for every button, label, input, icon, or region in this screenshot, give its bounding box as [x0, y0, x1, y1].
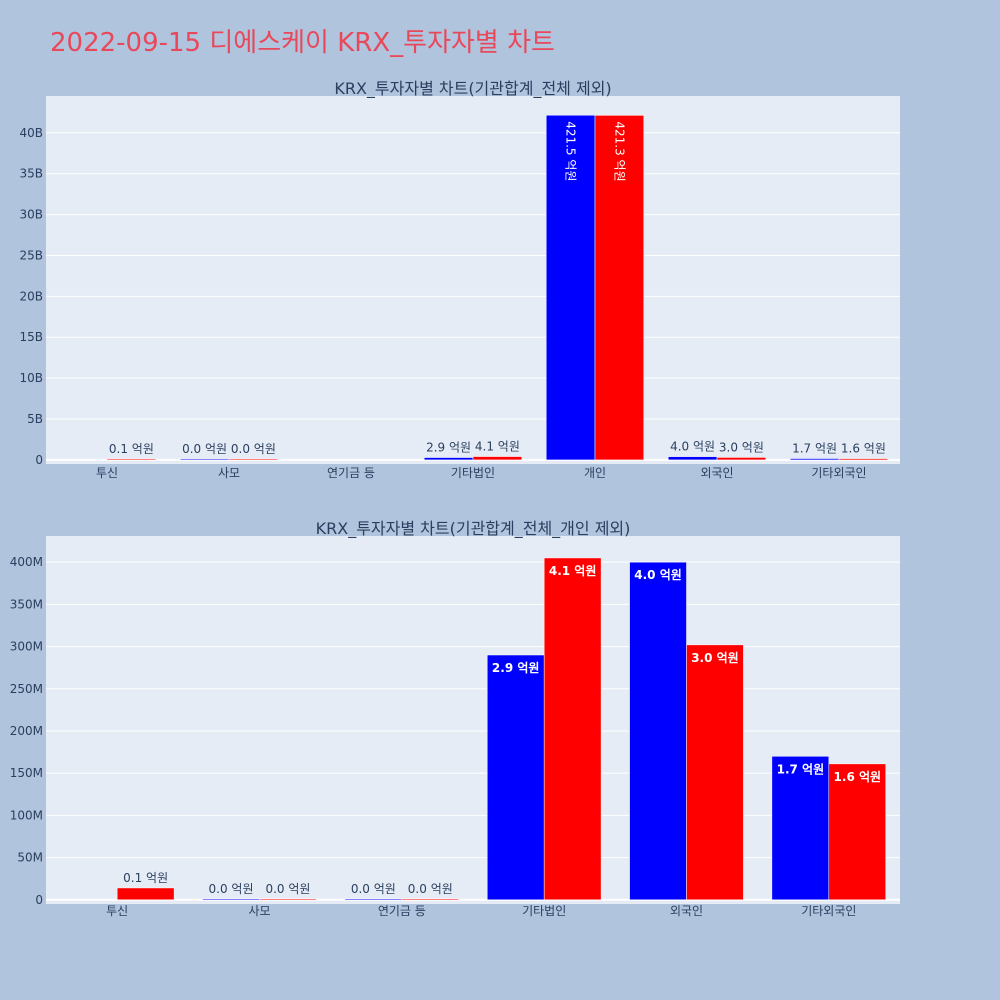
y-tick-label: 200M	[10, 724, 43, 738]
y-tick-label: 0	[35, 893, 43, 907]
y-tick-label: 30B	[19, 208, 43, 222]
data-label: 2.9 억원	[492, 661, 540, 675]
y-tick-label: 350M	[10, 597, 43, 611]
chart-title-2: KRX_투자자별 차트(기관합계_전체_개인 제외)	[316, 519, 631, 539]
chart-title-1: KRX_투자자별 차트(기관합계_전체 제외)	[334, 79, 611, 99]
y-tick-label: 300M	[10, 640, 43, 654]
data-label: 0.1 억원	[109, 442, 154, 456]
bar-series-b	[594, 115, 645, 461]
bar-series-b	[116, 887, 175, 901]
data-label: 4.1 억원	[549, 564, 597, 578]
bar-series-a	[629, 561, 687, 901]
y-tick-label: 50M	[17, 851, 43, 865]
bar-series-b	[228, 458, 279, 461]
bar-series-b	[472, 456, 523, 461]
y-tick-label: 400M	[10, 555, 43, 569]
x-tick-label: 사모	[248, 904, 270, 918]
data-label: 421.5 억원	[564, 121, 578, 181]
bar-series-b	[838, 458, 889, 461]
data-label: 0.0 억원	[351, 882, 396, 896]
data-label: 1.7 억원	[792, 442, 837, 456]
bar-series-a	[667, 456, 718, 461]
x-tick-label: 기타법인	[451, 466, 495, 480]
y-tick-label: 5B	[27, 412, 43, 426]
data-label: 0.0 억원	[408, 882, 453, 896]
y-tick-label: 0	[35, 453, 43, 467]
bar-series-b	[828, 763, 887, 901]
bar-series-a	[423, 457, 474, 461]
data-label: 0.1 억원	[123, 871, 168, 885]
x-tick-label: 사모	[218, 466, 240, 480]
x-tick-label: 기타외국인	[801, 904, 856, 918]
y-tick-label: 35B	[19, 167, 43, 181]
bar-series-a	[179, 458, 230, 461]
y-tick-label: 10B	[19, 371, 43, 385]
data-label: 1.7 억원	[777, 762, 825, 776]
data-label: 1.6 억원	[834, 770, 882, 784]
x-tick-label: 기타법인	[522, 904, 566, 918]
x-tick-label: 연기금 등	[378, 904, 426, 918]
bar-series-b	[716, 457, 767, 461]
bar-series-a	[202, 898, 260, 901]
y-tick-label: 100M	[10, 808, 43, 822]
plot-area-1	[46, 96, 900, 464]
bar-series-a	[545, 114, 596, 461]
data-label: 0.0 억원	[265, 882, 310, 896]
plot-area-2	[46, 536, 900, 904]
y-tick-label: 250M	[10, 682, 43, 696]
x-tick-label: 외국인	[670, 904, 703, 918]
y-tick-label: 25B	[19, 248, 43, 262]
data-label: 0.0 억원	[209, 882, 254, 896]
bar-series-a	[344, 898, 403, 901]
x-tick-label: 외국인	[700, 466, 733, 480]
y-tick-label: 20B	[19, 289, 43, 303]
data-label: 4.1 억원	[475, 440, 520, 454]
bar-series-a	[771, 756, 830, 901]
bar-series-a	[486, 654, 545, 901]
x-tick-label: 투신	[106, 904, 128, 918]
y-tick-label: 15B	[19, 330, 43, 344]
x-tick-label: 연기금 등	[327, 466, 375, 480]
data-label: 4.0 억원	[670, 440, 715, 454]
bar-series-b	[401, 898, 460, 901]
data-label: 1.6 억원	[841, 442, 886, 456]
data-label: 0.0 억원	[182, 442, 227, 456]
x-tick-label: 개인	[584, 466, 606, 480]
data-label: 421.3 억원	[612, 121, 626, 181]
page-title: 2022-09-15 디에스케이 KRX_투자자별 차트	[50, 28, 555, 58]
bar-series-b	[686, 644, 744, 901]
data-label: 0.0 억원	[231, 442, 276, 456]
bar-series-a	[789, 458, 840, 461]
bar-series-b	[259, 898, 317, 901]
x-tick-label: 기타외국인	[811, 466, 866, 480]
x-tick-label: 투신	[96, 466, 118, 480]
y-tick-label: 150M	[10, 766, 43, 780]
data-label: 2.9 억원	[426, 441, 471, 455]
data-label: 3.0 억원	[719, 440, 764, 454]
data-label: 4.0 억원	[634, 568, 682, 582]
y-tick-label: 40B	[19, 126, 43, 140]
bar-series-b	[543, 557, 602, 901]
bar-series-b	[106, 458, 157, 461]
data-label: 3.0 억원	[691, 651, 739, 665]
